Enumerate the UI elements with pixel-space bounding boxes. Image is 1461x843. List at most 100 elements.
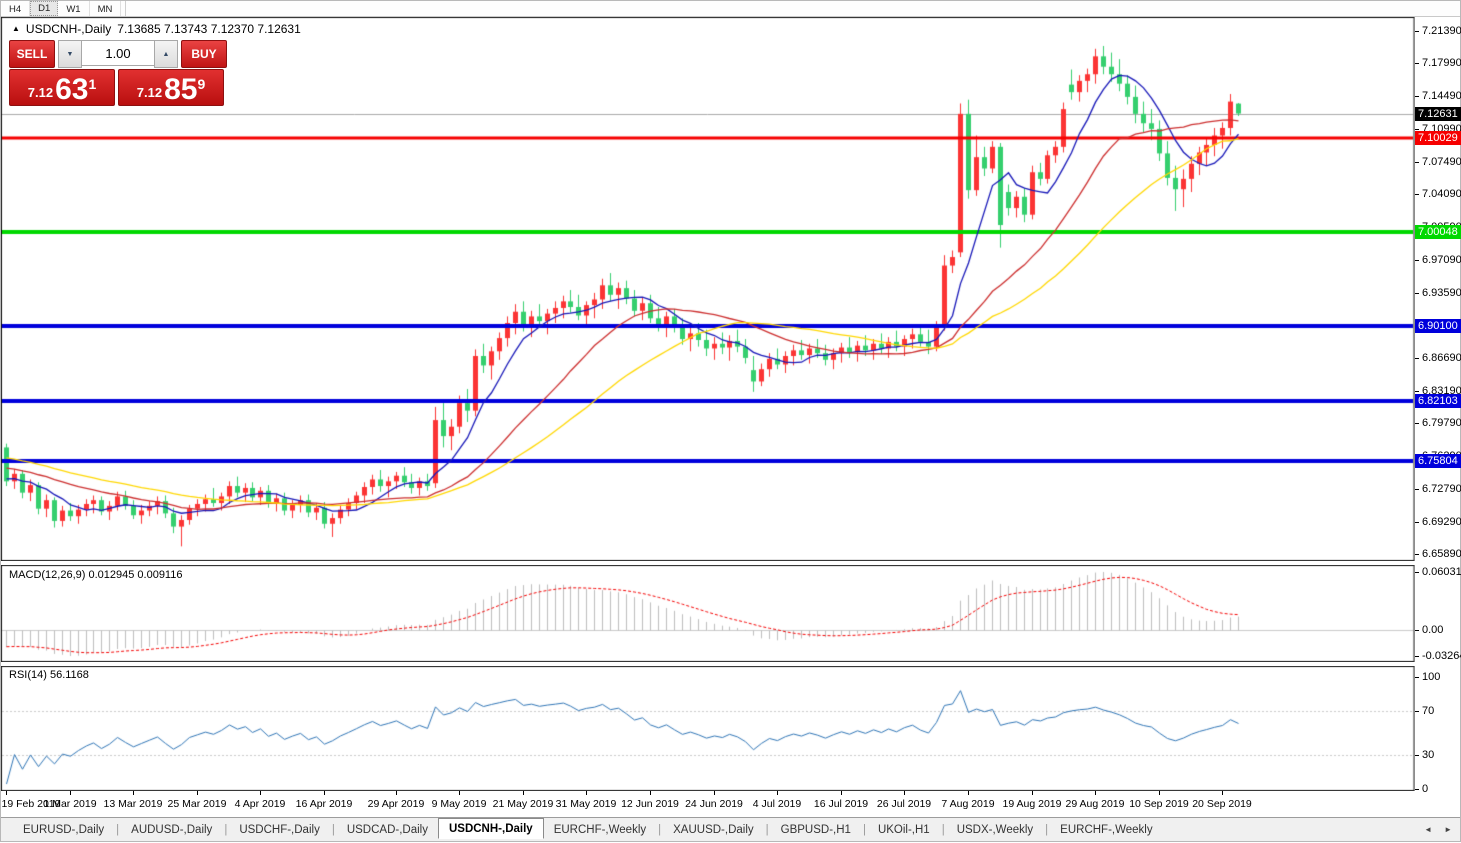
date-axis-label: 10 Sep 2019	[1129, 798, 1189, 810]
chart-tab[interactable]: XAUUSD-,Daily	[673, 823, 754, 836]
axis-tick-mark	[1415, 423, 1419, 424]
one-click-trade-panel: SELL ▼ ▲ BUY 7.12 63 1 7.12 85 9	[9, 40, 227, 106]
tab-separator: |	[658, 823, 662, 836]
axis-tick-mark	[1415, 260, 1419, 261]
date-axis-label: 25 Mar 2019	[167, 798, 227, 810]
axis-tick-mark	[1415, 572, 1419, 573]
sell-price-big-digits: 63	[55, 73, 89, 106]
volume-input[interactable]	[82, 40, 154, 66]
date-tick-mark	[197, 791, 198, 795]
date-axis[interactable]: 19 Feb 2019 1 Mar 2019 13 Mar 2019 25 Mar 2…	[1, 791, 1415, 819]
chart-symbol-label: USDCNH-,Daily	[25, 22, 112, 36]
current-price-label: 7.12631	[1415, 107, 1461, 121]
date-axis-label: 16 Apr 2019	[295, 798, 353, 810]
axis-tick-mark	[1415, 194, 1419, 195]
macd-axis-tick: -0.032648	[1422, 650, 1461, 662]
date-axis-label: 9 May 2019	[431, 798, 487, 810]
sell-button[interactable]: SELL	[9, 40, 55, 68]
axis-tick-mark	[1415, 677, 1419, 678]
tab-separator: |	[116, 823, 120, 836]
chart-tab[interactable]: AUDUSD-,Daily	[131, 823, 213, 836]
date-tick-mark	[1159, 791, 1160, 795]
tab-scroll-left-icon[interactable]: ◄	[1424, 825, 1433, 834]
axis-tick-mark	[1415, 711, 1419, 712]
date-tick-mark	[777, 791, 778, 795]
buy-button[interactable]: BUY	[181, 40, 227, 68]
date-tick-mark	[714, 791, 715, 795]
date-axis-label: 12 Jun 2019	[621, 798, 679, 810]
tab-separator: |	[1045, 823, 1049, 836]
toolbar-divider	[121, 1, 127, 16]
price-axis-tick: 6.86690	[1422, 352, 1461, 364]
chart-ohlc-values: 7.13685 7.13743 7.12370 7.12631	[117, 22, 301, 36]
price-axis-tick: 6.69290	[1422, 516, 1461, 528]
chart-tab[interactable]: GBPUSD-,H1	[780, 823, 851, 836]
chart-tab-active[interactable]: USDCNH-,Daily	[437, 818, 544, 839]
tab-separator: |	[765, 823, 769, 836]
rsi-indicator-label: RSI(14) 56.1168	[9, 669, 89, 681]
sell-price-box[interactable]: 7.12 63 1	[9, 69, 115, 106]
macd-axis-tick: 0.060317	[1422, 566, 1461, 578]
price-axis-tick: 6.97090	[1422, 254, 1461, 266]
timeframe-button-h4[interactable]: H4	[1, 1, 31, 16]
axis-tick-mark	[1415, 522, 1419, 523]
rsi-axis-tick: 70	[1422, 705, 1435, 717]
date-axis-label: 4 Apr 2019	[234, 798, 286, 810]
date-tick-mark	[1032, 791, 1033, 795]
date-axis-label: 13 Mar 2019	[103, 798, 163, 810]
axis-tick-mark	[1415, 789, 1419, 790]
date-axis-label: 20 Sep 2019	[1192, 798, 1252, 810]
date-tick-mark	[1222, 791, 1223, 795]
axis-tick-mark	[1415, 630, 1419, 631]
timeframe-button-mn[interactable]: MN	[90, 1, 122, 16]
axis-tick-mark	[1415, 293, 1419, 294]
price-chart-canvas[interactable]	[1, 17, 1415, 561]
price-axis-tick: 7.17990	[1422, 57, 1461, 69]
trade-panel-top-row: SELL ▼ ▲ BUY	[9, 40, 227, 68]
date-tick-mark	[904, 791, 905, 795]
price-axis[interactable]: 7.21390 7.17990 7.14490 7.10990 7.07490 7.040…	[1415, 1, 1461, 843]
date-axis-label: 19 Aug 2019	[1002, 798, 1062, 810]
price-axis-tick: 6.65890	[1422, 548, 1461, 560]
date-tick-mark	[6, 791, 7, 795]
date-tick-mark	[1095, 791, 1096, 795]
tab-scroll-arrows: ◄ ►	[1424, 825, 1452, 834]
sell-price-pip-digit: 1	[88, 76, 97, 92]
volume-increase-icon[interactable]: ▲	[154, 40, 178, 68]
rsi-panel-canvas[interactable]	[1, 666, 1415, 791]
macd-indicator-label: MACD(12,26,9) 0.012945 0.009116	[9, 569, 183, 581]
level-price-label: 7.00048	[1415, 225, 1461, 239]
timeframe-button-d1[interactable]: D1	[30, 1, 59, 16]
axis-tick-mark	[1415, 755, 1419, 756]
macd-axis-tick: 0.00	[1422, 624, 1444, 636]
axis-tick-mark	[1415, 129, 1419, 130]
level-price-label: 6.90100	[1415, 319, 1461, 333]
tab-scroll-right-icon[interactable]: ►	[1444, 825, 1452, 834]
chart-tab[interactable]: USDCAD-,Daily	[346, 823, 428, 836]
price-axis-tick: 6.79790	[1422, 417, 1461, 429]
price-axis-tick: 7.21390	[1422, 25, 1461, 37]
price-axis-tick: 7.14490	[1422, 90, 1461, 102]
axis-tick-mark	[1415, 554, 1419, 555]
date-axis-label: 4 Jul 2019	[752, 798, 802, 810]
macd-panel-canvas[interactable]	[1, 565, 1415, 662]
chart-tab[interactable]: USDCHF-,Daily	[239, 823, 320, 836]
volume-stepper: ▼ ▲	[58, 40, 178, 68]
date-axis-label: 26 Jul 2019	[876, 798, 932, 810]
date-axis-label: 16 Jul 2019	[813, 798, 869, 810]
level-price-label: 7.10029	[1415, 131, 1461, 145]
date-axis-label: 31 May 2019	[555, 798, 617, 810]
date-tick-mark	[396, 791, 397, 795]
axis-tick-mark	[1415, 162, 1419, 163]
chart-tab[interactable]: EURCHF-,Weekly	[1060, 823, 1153, 836]
volume-decrease-icon[interactable]: ▼	[58, 40, 82, 68]
chart-tab[interactable]: EURUSD-,Daily	[23, 823, 105, 836]
timeframe-button-w1[interactable]: W1	[58, 1, 90, 16]
chart-tab[interactable]: USDX-,Weekly	[956, 823, 1034, 836]
chart-tab[interactable]: EURCHF-,Weekly	[553, 823, 647, 836]
date-axis-label: 29 Aug 2019	[1065, 798, 1125, 810]
buy-price-box[interactable]: 7.12 85 9	[118, 69, 224, 106]
chart-tab[interactable]: UKOil-,H1	[877, 823, 930, 836]
axis-tick-mark	[1415, 391, 1419, 392]
